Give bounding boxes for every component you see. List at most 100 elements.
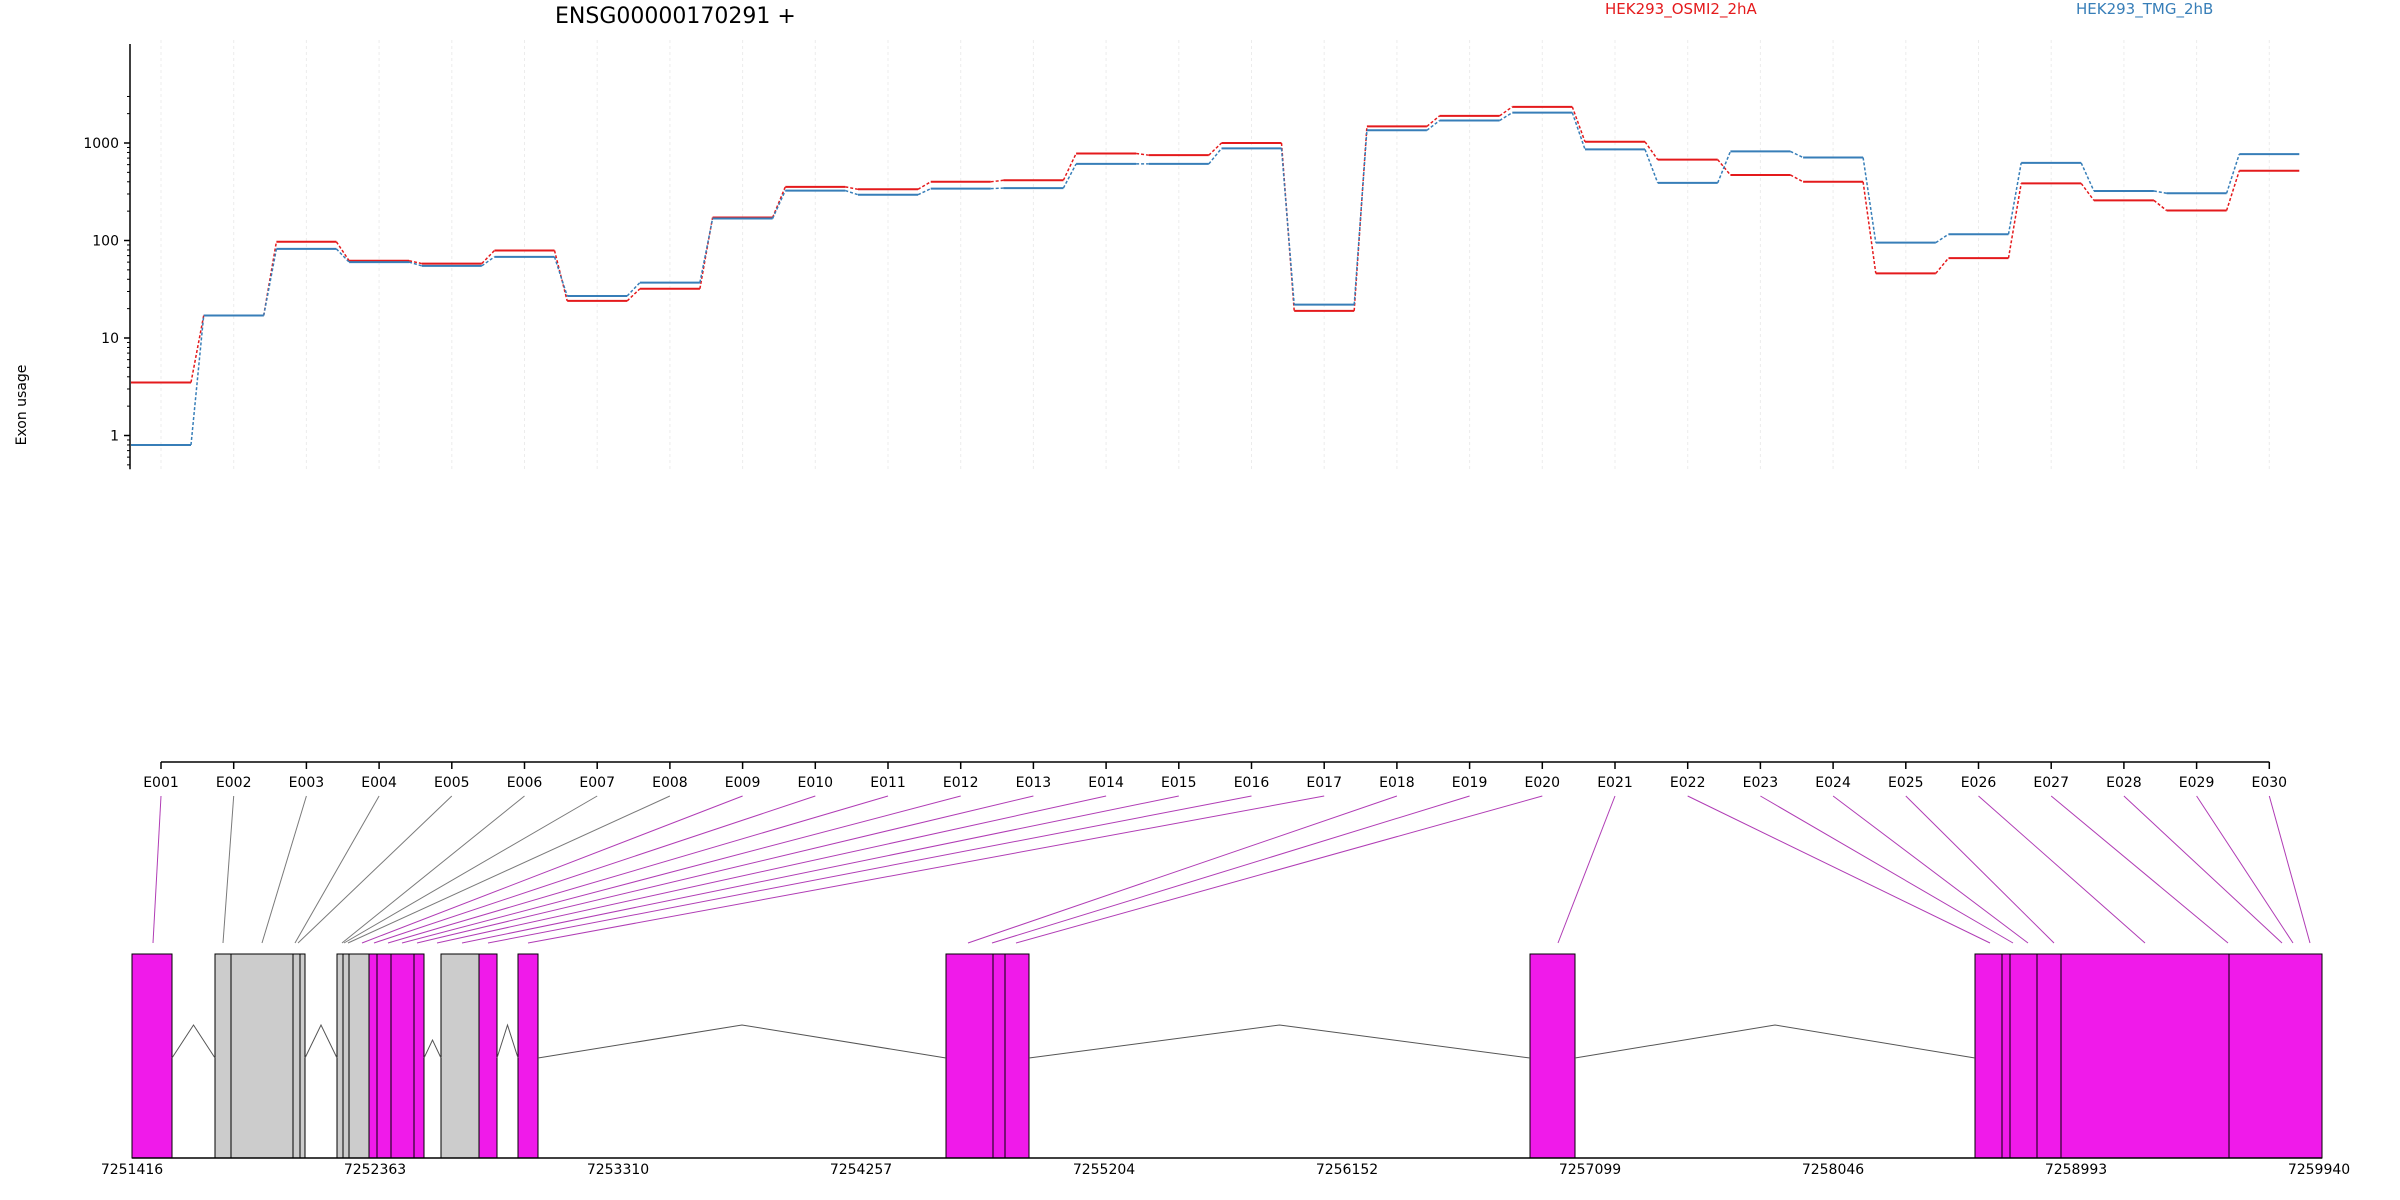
exon-label-E001: E001 [143, 775, 179, 791]
connector-E028 [2123, 795, 2283, 944]
y-axis-label: Exon usage [14, 365, 30, 446]
exon-label-E030: E030 [2252, 775, 2288, 791]
y-tick-label: 10 [101, 331, 119, 347]
connector-E025 [1905, 795, 2055, 944]
exon-block [1004, 953, 1030, 1159]
exon-label-E002: E002 [216, 775, 252, 791]
exon-block [1974, 953, 2003, 1159]
series-connector [2080, 182, 2095, 201]
exon-label-E008: E008 [652, 775, 688, 791]
connector-E006 [341, 795, 525, 944]
series-connector [553, 256, 568, 297]
connector-E015 [461, 795, 1179, 944]
exon-block [413, 953, 425, 1159]
series-connector [1717, 151, 1732, 184]
exon-block [336, 953, 344, 1159]
exon-connector-lines [152, 795, 2311, 944]
series-connector [1062, 153, 1077, 181]
connector-E002 [222, 795, 235, 944]
gene-model [131, 953, 2323, 1159]
exon-label-E018: E018 [1379, 775, 1415, 791]
intron-line [496, 1023, 519, 1059]
exon-label-E006: E006 [507, 775, 543, 791]
exon-block [2001, 953, 2011, 1159]
series-connector [1644, 141, 1659, 161]
exon-block [478, 953, 498, 1159]
series-connector [481, 249, 496, 265]
series-connector [1280, 142, 1295, 311]
y-tick-label: 100 [92, 234, 119, 250]
exon-label-E012: E012 [943, 775, 979, 791]
exon-block [992, 953, 1006, 1159]
series-connector [190, 315, 205, 446]
connector-E023 [1760, 795, 2014, 944]
x-axis: E001 E002 E003 E004 E005 E006 E007 E008 E009 E010… [143, 761, 2288, 791]
connector-E007 [343, 795, 598, 944]
exon-block [230, 953, 294, 1159]
connector-E013 [416, 795, 1034, 944]
series-connector [1426, 119, 1441, 131]
connector-E022 [1687, 795, 1991, 944]
y-tick-label: 1 [110, 429, 119, 445]
exon-block [945, 953, 994, 1159]
series-connector [1571, 106, 1586, 143]
exon-label-E021: E021 [1597, 775, 1633, 791]
series-connector [771, 190, 786, 219]
exon-label-E013: E013 [1016, 775, 1052, 791]
exon-block [1529, 953, 1576, 1159]
series-connector [1935, 257, 1950, 274]
exon-label-E029: E029 [2179, 775, 2215, 791]
exon-block [131, 953, 173, 1159]
series-connector [1935, 233, 1949, 244]
series-connector [481, 256, 495, 267]
connector-E010 [373, 795, 816, 944]
coord-label: 7253310 [587, 1162, 649, 1178]
exon-block [2009, 953, 2038, 1159]
y-axis: 1 10 100 1000 [83, 44, 131, 470]
series-connector [1790, 174, 1804, 183]
series-connector [2007, 183, 2022, 259]
exon-block [299, 953, 306, 1159]
coord-label: 7255204 [1073, 1162, 1135, 1178]
connector-E001 [152, 795, 162, 944]
connector-E008 [347, 795, 671, 944]
coord-label: 7254257 [830, 1162, 892, 1178]
chart-title: ENSG00000170291 + [555, 4, 796, 29]
series-connector [845, 186, 859, 191]
connector-E029 [2196, 795, 2294, 944]
series-connector [626, 282, 641, 297]
series-connector [2080, 162, 2095, 192]
exon-label-E010: E010 [798, 775, 834, 791]
exon-label-E026: E026 [1961, 775, 1997, 791]
series-connector [408, 261, 423, 267]
connector-E019 [991, 795, 1470, 944]
series-connector [2007, 162, 2022, 235]
exon-block [440, 953, 480, 1159]
connector-E016 [487, 795, 1252, 944]
series-connector [990, 187, 1004, 190]
series-connector [1426, 115, 1441, 127]
exon-label-E017: E017 [1306, 775, 1342, 791]
exon-block [2060, 953, 2230, 1159]
series-connector [990, 179, 1004, 183]
connector-E012 [401, 795, 961, 944]
series-connector [699, 218, 714, 283]
y-tick-label: 1000 [83, 136, 119, 152]
series-connector [2153, 190, 2167, 195]
exon-block [376, 953, 392, 1159]
connector-E030 [2268, 795, 2311, 944]
connector-E005 [297, 795, 453, 944]
series-connector [1862, 181, 1877, 274]
series-connector [2153, 199, 2168, 212]
intron-line [1574, 1024, 1976, 1059]
exon-block [2036, 953, 2062, 1159]
series-connector [1280, 148, 1295, 305]
series-connector [917, 188, 932, 196]
connector-E014 [436, 795, 1107, 944]
coord-label: 7251416 [101, 1162, 163, 1178]
exon-label-E009: E009 [725, 775, 761, 791]
exon-block [342, 953, 350, 1159]
exon-block [390, 953, 415, 1159]
exon-label-E023: E023 [1743, 775, 1779, 791]
series-connector [845, 189, 859, 196]
